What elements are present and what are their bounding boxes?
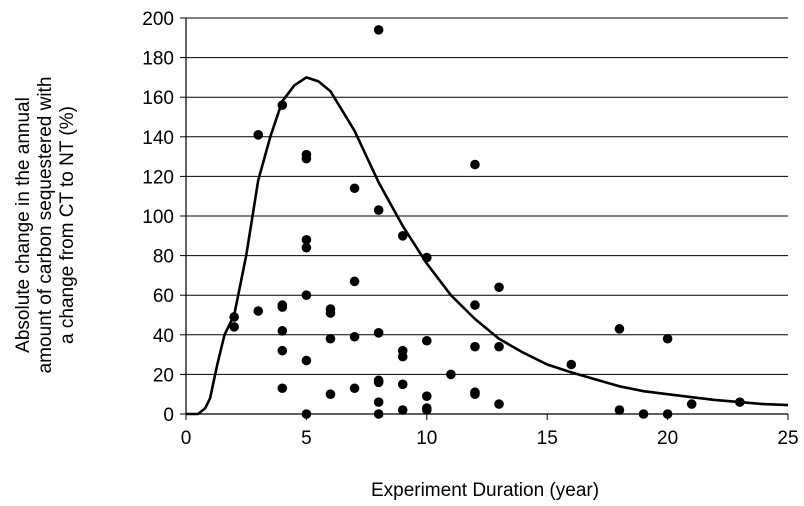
y-tick-label: 80 <box>153 247 174 268</box>
data-point <box>277 100 288 110</box>
data-point <box>470 159 480 170</box>
axes <box>180 17 789 420</box>
x-tick-label: 0 <box>181 428 192 449</box>
data-point <box>614 405 625 415</box>
x-tick-labels: 0 5 10 15 20 25 <box>181 428 799 449</box>
gridlines <box>186 17 788 375</box>
y-axis-label-line-1: Absolute change in the annual <box>13 97 34 353</box>
y-axis-label-line-2: amount of carbon sequestered with <box>35 77 56 374</box>
data-point <box>422 252 432 263</box>
data-point <box>735 397 745 407</box>
data-point <box>349 183 360 194</box>
x-tick-label: 10 <box>416 428 437 449</box>
data-point <box>373 205 384 215</box>
data-point <box>277 383 288 394</box>
data-point <box>253 130 264 140</box>
data-point <box>470 341 480 352</box>
data-point <box>422 391 432 401</box>
data-point <box>494 399 504 409</box>
y-tick-label: 180 <box>142 49 174 70</box>
data-point <box>614 324 625 334</box>
data-point <box>373 377 384 388</box>
y-tick-label: 20 <box>153 365 174 386</box>
y-tick-label: 40 <box>153 326 174 347</box>
data-point <box>373 328 384 338</box>
data-points <box>229 25 745 419</box>
data-point <box>349 383 360 394</box>
y-tick-label: 140 <box>142 128 174 149</box>
data-point <box>494 341 504 352</box>
data-point <box>566 359 577 370</box>
data-point <box>277 302 288 312</box>
y-tick-label: 200 <box>142 9 174 30</box>
y-tick-labels: 0 20 40 60 80 100 120 140 160 180 200 <box>142 9 174 426</box>
data-point <box>301 355 312 366</box>
data-point <box>229 312 239 322</box>
data-point <box>422 405 432 415</box>
data-point <box>349 331 360 342</box>
data-point <box>277 326 288 336</box>
x-tick-label: 15 <box>537 428 558 449</box>
data-point <box>301 242 312 253</box>
x-axis-label: Experiment Duration (year) <box>371 480 599 501</box>
data-point <box>662 409 673 419</box>
data-point <box>686 399 697 409</box>
data-point <box>349 276 360 287</box>
data-point <box>397 405 408 415</box>
data-point <box>470 300 480 310</box>
data-point <box>277 345 288 356</box>
data-point <box>397 379 408 390</box>
data-point <box>229 322 239 332</box>
data-point <box>422 335 432 346</box>
data-point <box>638 409 649 419</box>
data-point <box>301 153 312 164</box>
data-point <box>325 333 336 344</box>
y-tick-label: 60 <box>153 286 174 307</box>
y-tick-label: 160 <box>142 88 174 109</box>
x-tick-label: 5 <box>301 428 312 449</box>
data-point <box>325 389 336 400</box>
data-point <box>446 369 456 380</box>
data-point <box>301 409 312 419</box>
y-axis-label-line-3: a change from CT to NT (%) <box>57 106 78 344</box>
y-axis-label: Absolute change in the annual amount of … <box>13 77 78 374</box>
data-point <box>397 231 408 241</box>
data-point <box>470 389 480 400</box>
x-tick-label: 20 <box>657 428 678 449</box>
y-tick-label: 0 <box>163 405 174 426</box>
x-tick-label: 25 <box>777 428 798 449</box>
data-point <box>253 306 264 316</box>
data-point <box>397 351 408 362</box>
data-point <box>662 333 673 344</box>
data-point <box>373 25 384 35</box>
y-tick-label: 120 <box>142 167 174 188</box>
fitted-curve-group <box>186 76 789 416</box>
data-point <box>373 409 384 419</box>
data-point <box>373 397 384 407</box>
fitted-curve <box>186 76 789 416</box>
data-point <box>301 290 312 301</box>
data-point <box>325 308 336 318</box>
y-tick-label: 100 <box>142 207 174 228</box>
data-point <box>301 234 312 245</box>
data-point <box>494 282 504 293</box>
